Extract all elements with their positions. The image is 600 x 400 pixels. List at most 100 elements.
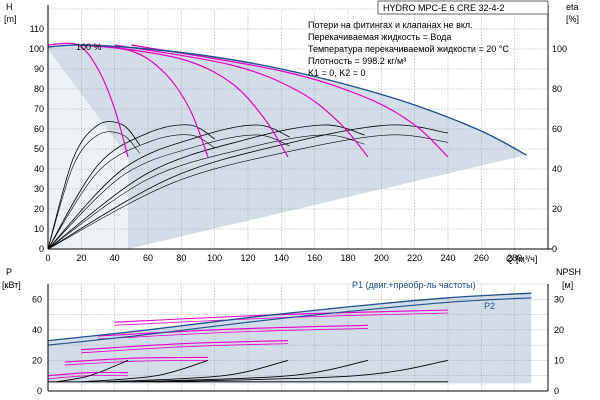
head-curve-1 [47, 42, 129, 158]
h-tick-label: 0 [39, 244, 44, 254]
q-tick-label: 0 [45, 253, 50, 263]
q-tick-label: 220 [407, 253, 422, 263]
q-tick-label: 280 [507, 253, 522, 263]
eta-curve-b-4 [47, 134, 365, 250]
q-tick-label: 240 [440, 253, 455, 263]
head-curve-4 [114, 44, 369, 158]
q-tick-label: 100 [207, 253, 222, 263]
npsh-tick-label: 0 [554, 386, 559, 396]
power-curve-p2-3 [81, 343, 289, 354]
p-tick-label: 60 [32, 294, 42, 304]
eta-tick-label: 100 [552, 44, 567, 54]
h-tick-label: 70 [34, 104, 44, 114]
q-tick-label: 140 [274, 253, 289, 263]
eta-tick-label: 80 [552, 84, 562, 94]
npsh-curve-5 [156, 359, 449, 383]
y-axis-label-p: P [6, 267, 12, 277]
head-curves [47, 42, 527, 250]
h-tick-label: 80 [34, 84, 44, 94]
eta-curve-b-3 [47, 134, 290, 250]
power-curve-p2-5 [114, 312, 449, 326]
power-curves [47, 292, 532, 383]
p-tick-label: 0 [37, 386, 42, 396]
info-line-3: Температура перекачиваемой жидкости = 20… [308, 44, 509, 54]
p2-curve [47, 297, 532, 346]
head-grid [47, 8, 549, 250]
info-line-4: Плотность = 998.2 кг/м³ [308, 56, 406, 66]
power-npsh-panel: 0 20 40 60 0 10 20 30 P [кВт] NPSH [м] P1 (двиг… [2, 267, 581, 396]
eta-tick-label: 0 [552, 244, 557, 254]
eta-tick-label: 20 [552, 204, 562, 214]
chart-title: HYDRO MPC-E 6 CRE 32-4-2 [383, 3, 505, 13]
q-tick-label: 40 [110, 253, 120, 263]
npsh-curve-4 [131, 359, 369, 383]
q-tick-label: 60 [143, 253, 153, 263]
y2-axis-unit-eta: [%] [566, 14, 579, 24]
y-axis-label-h: H [6, 2, 13, 12]
h-tick-label: 30 [34, 184, 44, 194]
p1-curve [47, 292, 532, 342]
p-tick-label: 40 [32, 325, 42, 335]
q-tick-label: 260 [474, 253, 489, 263]
q-tick-label: 120 [240, 253, 255, 263]
power-curve-p2-2 [64, 360, 209, 366]
power-axes [47, 284, 549, 392]
eta-curve-3 [47, 124, 290, 250]
npsh-curve-2 [81, 359, 209, 383]
h-tick-label: 60 [34, 124, 44, 134]
q-tick-label: 80 [176, 253, 186, 263]
npsh-curve-1 [56, 359, 129, 383]
npsh-curve-3 [106, 359, 289, 383]
h-tick-label: 10 [34, 224, 44, 234]
power-curve-3 [81, 340, 289, 351]
y2-axis-unit-npsh: [м] [562, 280, 573, 290]
power-curve-p2-1 [47, 375, 129, 380]
eta-tick-label: 60 [552, 124, 562, 134]
head-operating-area-fill [48, 44, 527, 249]
eta-curve-5 [47, 124, 449, 250]
info-line-5: K1 = 0, K2 = 0 [308, 68, 366, 78]
eta-curve-1 [47, 121, 141, 250]
h-tick-label: 20 [34, 204, 44, 214]
q-tick-label: 160 [307, 253, 322, 263]
info-line-2: Перекачиваемая жидкость = Вода [308, 32, 451, 42]
info-line-1: Потери на фитингах и клапанах не вкл. [308, 20, 473, 30]
h-tick-label: 40 [34, 164, 44, 174]
x-axis-label-q: Q [506, 254, 513, 264]
head-curve-5 [131, 44, 449, 158]
eta-tick-label: 40 [552, 164, 562, 174]
y-axis-unit-h: [m] [4, 14, 17, 24]
head-tick-labels: 0 10 20 30 40 50 60 70 80 90 100 110 0 20 40 60 80 100 0 20… [29, 24, 567, 263]
y2-axis-label-eta: eta [566, 2, 579, 12]
p-tick-label: 20 [32, 355, 42, 365]
power-tick-labels: 0 20 40 60 0 10 20 30 [32, 294, 564, 396]
h-tick-label: 90 [34, 64, 44, 74]
series-label-p2: P2 [484, 301, 495, 311]
series-label-p1: P1 (двиг.+преобр-ль частоты) [352, 280, 476, 290]
npsh-tick-label: 20 [554, 325, 564, 335]
head-max-curve [47, 44, 527, 156]
head-curve-3 [97, 44, 289, 158]
power-curve-4 [97, 324, 369, 337]
head-axes [47, 5, 552, 250]
q-tick-label: 200 [374, 253, 389, 263]
q-tick-label: 20 [76, 253, 86, 263]
q-tick-label: 180 [340, 253, 355, 263]
power-curve-p2-4 [97, 327, 369, 340]
h-tick-label: 50 [34, 144, 44, 154]
y2-axis-label-npsh: NPSH [556, 267, 581, 277]
eta-curve-4 [47, 124, 365, 250]
h-tick-label: 100 [29, 44, 44, 54]
y-axis-unit-p: [кВт] [2, 280, 21, 290]
power-curve-5 [114, 309, 449, 323]
eta-curve-b-5 [47, 134, 449, 250]
npsh-tick-label: 10 [554, 355, 564, 365]
head-panel: 0 10 20 30 40 50 60 70 80 90 100 110 0 20 40 60 80 100 0 20… [4, 0, 579, 264]
power-curve-2 [64, 356, 209, 363]
h-tick-label: 110 [30, 24, 44, 34]
npsh-tick-label: 30 [554, 294, 564, 304]
power-curve-1 [47, 371, 129, 377]
eta-curve-b-1 [47, 131, 140, 250]
title-box [377, 0, 549, 15]
